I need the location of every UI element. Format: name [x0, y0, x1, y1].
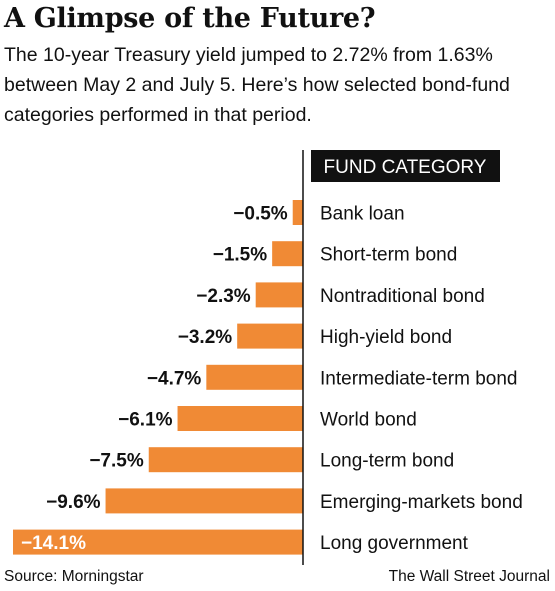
chart-subtitle: The 10-year Treasury yield jumped to 2.7… — [4, 44, 510, 126]
value-label: −9.6% — [46, 492, 101, 513]
value-label: −7.5% — [89, 451, 144, 472]
publisher-credit: The Wall Street Journal — [388, 568, 550, 585]
bars: −0.5% Bank loan −1.5% Short-term bond −2.3% N… — [13, 200, 523, 555]
category-label: World bond — [320, 410, 417, 431]
column-header: FUND CATEGORY — [311, 150, 500, 182]
category-label: Emerging-markets bond — [320, 492, 523, 513]
source-note: Source: Morningstar — [4, 568, 144, 585]
category-label: Intermediate-term bond — [320, 368, 518, 389]
value-label: −14.1% — [21, 533, 86, 554]
bar — [255, 282, 303, 308]
bar — [272, 241, 303, 267]
category-label: Short-term bond — [320, 245, 457, 266]
category-label: Nontraditional bond — [320, 286, 485, 307]
value-label: −3.2% — [178, 327, 233, 348]
value-label: −6.1% — [118, 410, 173, 431]
bar — [13, 529, 303, 555]
bar — [292, 200, 303, 225]
bar-chart: FUND CATEGORY −0.5% Bank loan −1.5% Short-t… — [13, 150, 523, 565]
bar — [206, 364, 303, 390]
bar — [237, 323, 303, 349]
category-label: High-yield bond — [320, 327, 452, 348]
bar — [105, 488, 303, 514]
value-label: −2.3% — [196, 286, 251, 307]
value-label: −1.5% — [213, 245, 268, 266]
chart-title: A Glimpse of the Future? — [4, 3, 376, 34]
value-label: −4.7% — [147, 368, 202, 389]
bar — [148, 447, 303, 473]
category-label: Long-term bond — [320, 451, 454, 472]
category-label: Bank loan — [320, 204, 405, 225]
bar — [177, 406, 303, 431]
category-label: Long government — [320, 533, 469, 554]
column-header-label: FUND CATEGORY — [324, 157, 487, 178]
column-header-bg — [311, 150, 500, 182]
value-label: −0.5% — [233, 204, 288, 225]
